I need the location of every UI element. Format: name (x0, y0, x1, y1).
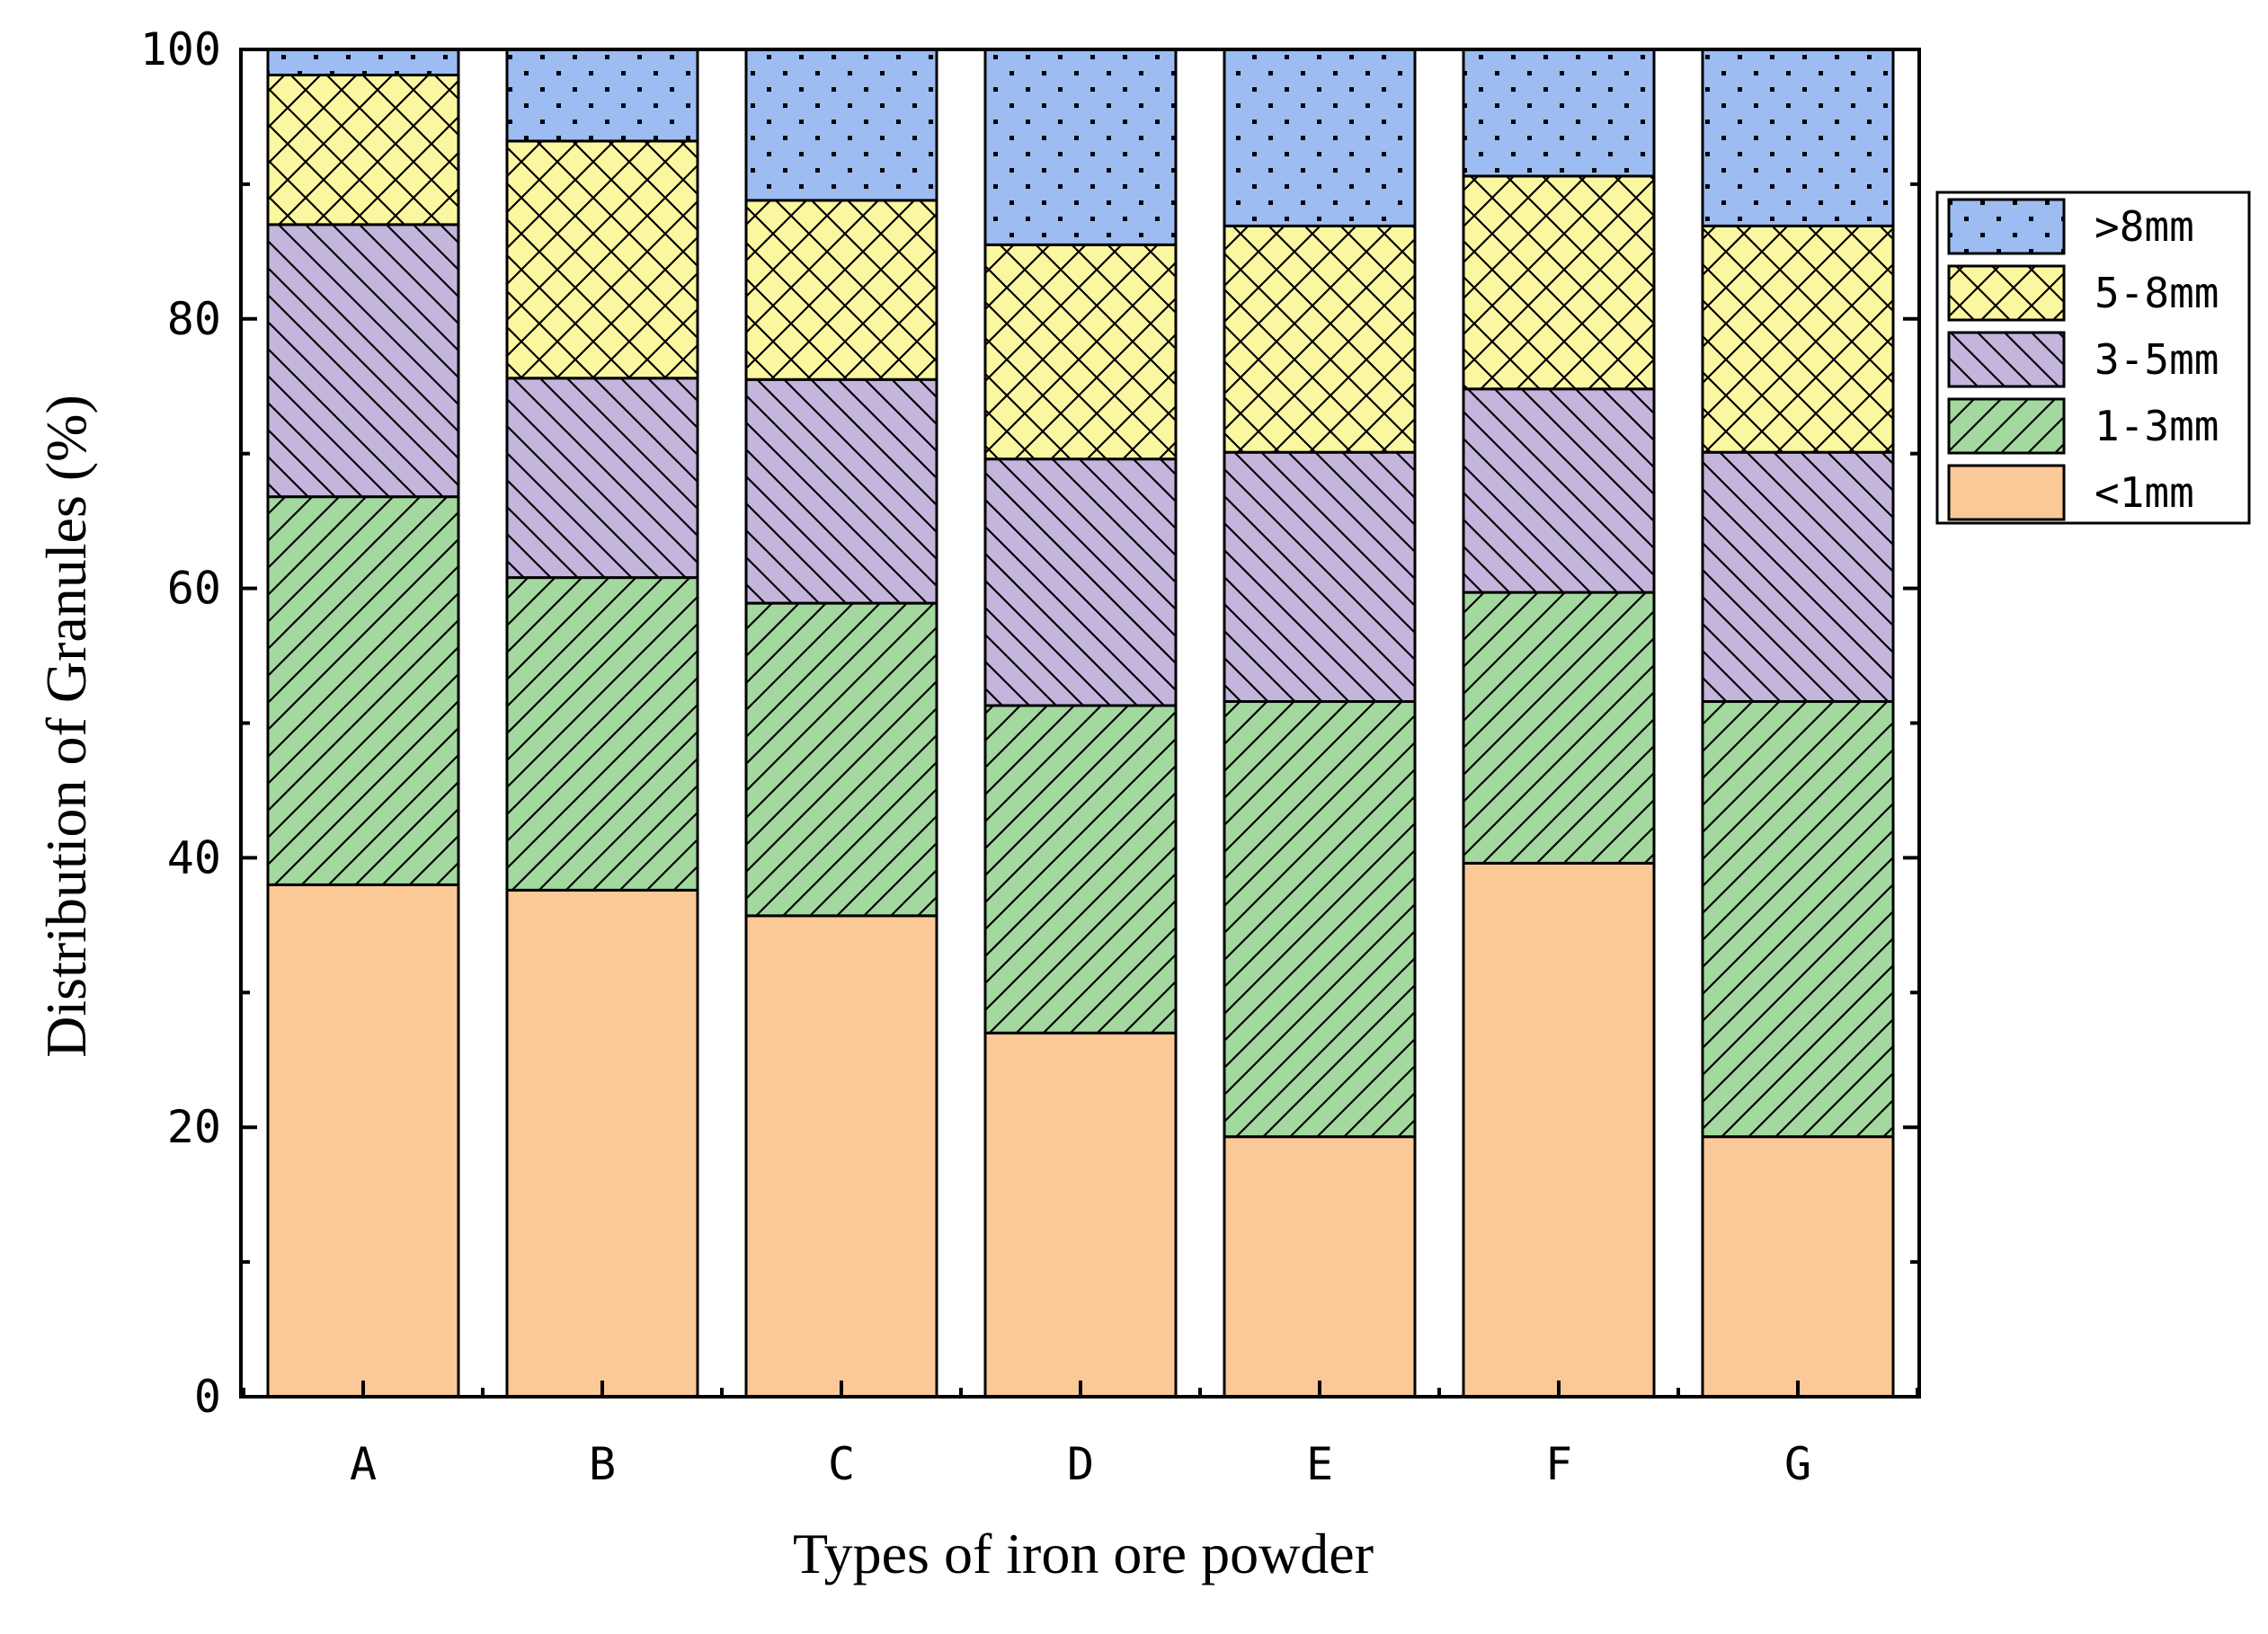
bar-pattern-A-4 (268, 49, 458, 75)
bar-pattern-A-3 (268, 75, 458, 225)
bar-pattern-E-2 (1224, 452, 1415, 702)
x-tick-label-A: A (350, 1438, 377, 1490)
y-tick-label-100: 100 (140, 23, 221, 75)
bar-pattern-D-1 (985, 706, 1176, 1034)
legend-swatch-pattern-3 (1949, 399, 2064, 453)
bar-pattern-C-4 (746, 49, 937, 200)
legend-swatch-outline-1 (1947, 264, 2066, 322)
bar-pattern-E-3 (1224, 226, 1415, 453)
legend-label-4: <1mm (2095, 468, 2194, 517)
legend-swatch-pattern-0 (1949, 200, 2064, 253)
bar-pattern-D-3 (985, 244, 1176, 459)
bar-segment-E-0 (1224, 1136, 1415, 1397)
y-tick-label-60: 60 (167, 563, 221, 615)
bar-pattern-B-2 (507, 377, 698, 578)
y-tick-label-40: 40 (167, 831, 221, 884)
bar-pattern-A-1 (268, 496, 458, 885)
bar-pattern-B-1 (507, 577, 698, 891)
bar-pattern-C-2 (746, 379, 937, 604)
bar-segment-A-0 (268, 884, 458, 1397)
y-tick-label-0: 0 (194, 1371, 221, 1423)
bar-pattern-D-2 (985, 458, 1176, 706)
bar-pattern-D-4 (985, 49, 1176, 245)
tick-labels-group: 0 20 40 60 80 100 A B C D E F G (140, 23, 1811, 1490)
bar-pattern-F-4 (1463, 49, 1654, 176)
bar-pattern-E-4 (1224, 49, 1415, 226)
bar-segment-C-0 (746, 915, 937, 1397)
bar-pattern-A-2 (268, 224, 458, 497)
y-tick-label-20: 20 (167, 1101, 221, 1153)
axes-group (239, 48, 1921, 1399)
x-tick-label-E: E (1306, 1438, 1333, 1490)
x-axis-title: Types of iron ore powder (793, 1522, 1374, 1585)
legend-swatch-outline-4 (1947, 464, 2066, 521)
y-tick-label-80: 80 (167, 293, 221, 345)
bar-segment-D-0 (985, 1033, 1176, 1397)
legend-swatch-4 (1949, 466, 2064, 520)
bar-pattern-C-1 (746, 603, 937, 916)
bar-pattern-C-3 (746, 200, 937, 380)
legend-swatch-outline-0 (1947, 198, 2066, 255)
legend-swatch-pattern-1 (1949, 266, 2064, 320)
x-tick-label-C: C (828, 1438, 855, 1490)
bar-pattern-F-1 (1463, 592, 1654, 864)
legend-swatch-outline-3 (1947, 397, 2066, 455)
bars-group (266, 48, 1895, 1399)
legend-label-1: 5-8mm (2095, 269, 2219, 317)
bar-segment-F-0 (1463, 863, 1654, 1397)
bar-pattern-F-3 (1463, 175, 1654, 389)
bar-pattern-E-1 (1224, 701, 1415, 1137)
x-tick-label-B: B (589, 1438, 616, 1490)
legend-label-0: >8mm (2095, 202, 2194, 251)
legend: >8mm 5-8mm 3-5mm 1-3mm <1mm (1935, 191, 2251, 525)
x-tick-label-D: D (1067, 1438, 1094, 1490)
bar-pattern-G-2 (1703, 452, 1893, 702)
bar-pattern-B-3 (507, 140, 698, 378)
bar-pattern-G-4 (1703, 49, 1893, 226)
bar-pattern-B-4 (507, 49, 698, 141)
legend-swatch-outline-2 (1947, 331, 2066, 388)
bar-pattern-G-1 (1703, 701, 1893, 1137)
legend-label-3: 1-3mm (2095, 402, 2219, 450)
legend-label-2: 3-5mm (2095, 335, 2219, 384)
bar-segment-B-0 (507, 890, 698, 1397)
bar-pattern-F-2 (1463, 388, 1654, 593)
bar-segment-G-0 (1703, 1136, 1893, 1397)
x-tick-label-G: G (1784, 1438, 1811, 1490)
legend-swatch-pattern-2 (1949, 333, 2064, 386)
bar-pattern-G-3 (1703, 226, 1893, 453)
y-axis-title: Distribution of Granules (%) (34, 395, 98, 1058)
x-tick-label-F: F (1545, 1438, 1572, 1490)
